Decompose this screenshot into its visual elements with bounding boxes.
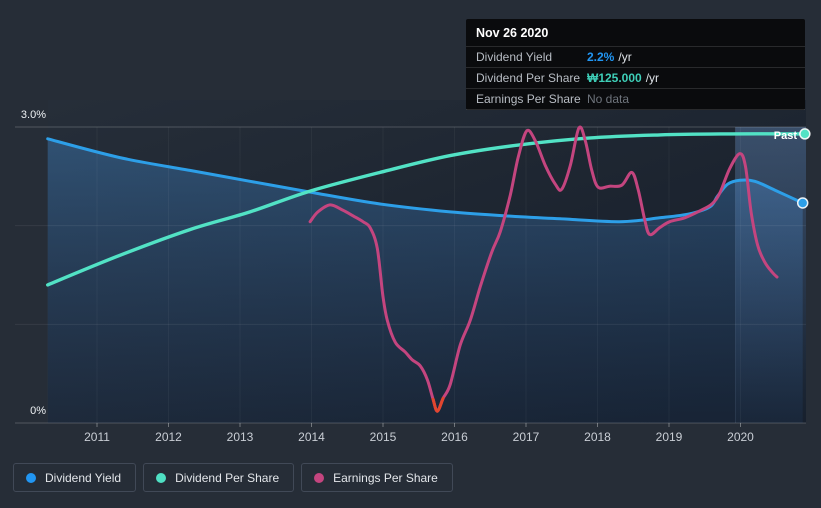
legend-item-dividend-yield[interactable]: Dividend Yield — [13, 463, 137, 492]
tooltip-value: 2.2% — [587, 50, 615, 64]
chart-legend: Dividend Yield Dividend Per Share Earnin… — [13, 463, 453, 492]
legend-label: Earnings Per Share — [333, 470, 438, 485]
chart-tooltip: Nov 26 2020 Dividend Yield 2.2% /yr Divi… — [466, 19, 805, 110]
tooltip-row-dividend-per-share: Dividend Per Share ₩125.000 /yr — [466, 67, 805, 88]
past-label: Past — [774, 130, 798, 142]
x-axis-label: 2014 — [298, 430, 325, 444]
legend-label: Dividend Yield — [45, 470, 122, 485]
tooltip-row-dividend-yield: Dividend Yield 2.2% /yr — [466, 46, 805, 67]
x-axis-label: 2018 — [584, 430, 611, 444]
legend-item-dividend-per-share[interactable]: Dividend Per Share — [143, 463, 295, 492]
earnings-per-share-dot-icon — [314, 472, 325, 483]
dividend-per-share-dot-icon — [156, 472, 167, 483]
series-earnings-per-share-line — [308, 125, 779, 413]
tooltip-value: No data — [587, 92, 630, 106]
series-earnings-per-share-near-zero-segment-line — [431, 396, 445, 413]
legend-label: Dividend Per Share — [175, 470, 280, 485]
tooltip-row-earnings-per-share: Earnings Per Share No data — [466, 88, 805, 110]
series-dividend-per-share-endpoint-marker[interactable] — [799, 128, 811, 140]
tooltip-label: Dividend Per Share — [476, 71, 581, 85]
x-axis-label: 2012 — [155, 430, 182, 444]
series-dividend-per-share-line — [46, 132, 807, 287]
tooltip-date: Nov 26 2020 — [476, 26, 549, 40]
x-axis-label: 2016 — [441, 430, 468, 444]
series-dividend-yield-area — [47, 138, 803, 424]
tooltip-label: Dividend Yield — [476, 50, 553, 64]
dividend-yield-dot-icon — [26, 472, 36, 483]
x-axis-label: 2011 — [84, 430, 110, 444]
x-axis-label: 2015 — [370, 430, 397, 444]
y-axis-label: 3.0% — [21, 109, 46, 121]
series-dividend-yield-endpoint-marker[interactable] — [796, 197, 809, 209]
y-axis-label: 0% — [30, 405, 46, 417]
tooltip-unit: /yr — [618, 50, 632, 64]
x-axis-label: 2013 — [227, 430, 254, 444]
x-axis-label: 2017 — [513, 430, 540, 444]
x-axis-label: 2019 — [656, 430, 683, 444]
legend-item-earnings-per-share[interactable]: Earnings Per Share — [301, 463, 453, 492]
tooltip-label: Earnings Per Share — [476, 92, 581, 106]
x-axis-label: 2020 — [727, 430, 754, 444]
tooltip-value: ₩125.000 — [587, 71, 642, 85]
series-dividend-yield-line — [46, 137, 805, 224]
tooltip-unit: /yr — [645, 71, 660, 85]
